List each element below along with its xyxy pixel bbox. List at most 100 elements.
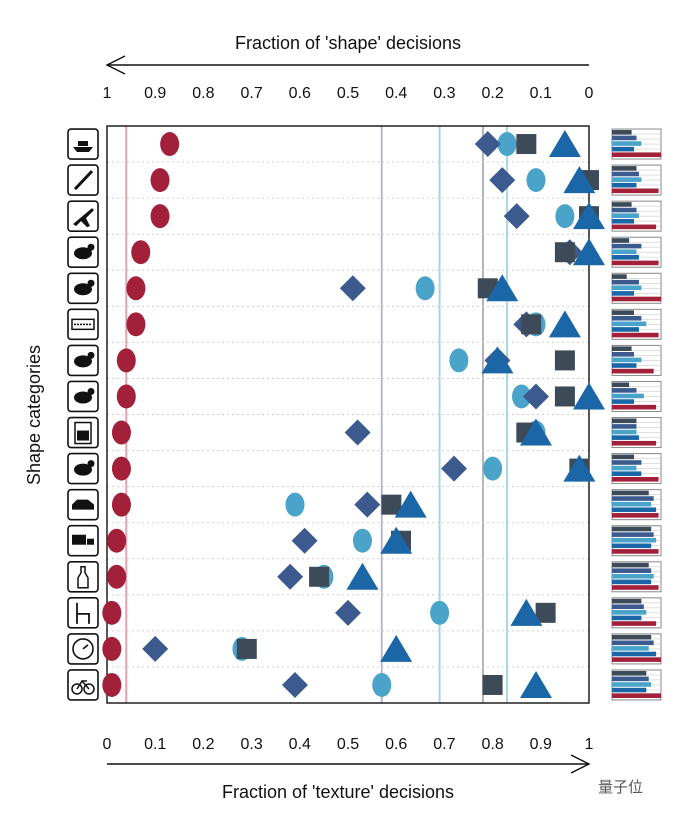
- mini-bar: [612, 352, 635, 357]
- bottom-tick-label: 1: [585, 736, 594, 753]
- bottom-tick-label: 0.8: [481, 736, 503, 753]
- point-ellipse-bicycle: [102, 672, 122, 697]
- mini-bar: [612, 513, 659, 518]
- point-diamond-airplane: [503, 203, 530, 230]
- mini-bar: [612, 224, 657, 230]
- mini-bar: [612, 296, 661, 302]
- y-axis-label: Shape categories: [24, 345, 44, 485]
- bottom-tick-label: 0: [103, 736, 112, 753]
- point-square-cat: [554, 350, 575, 371]
- point-square-boat: [516, 134, 537, 155]
- point-triangle-car: [394, 490, 427, 518]
- bottom-tick-label: 0.3: [240, 736, 262, 753]
- airplane-icon: [67, 200, 99, 232]
- mini-bar: [612, 490, 649, 496]
- point-ellipse-bear: [131, 240, 151, 265]
- bottom-tick-label: 0.7: [433, 736, 455, 753]
- point-triangle-elephant: [573, 382, 605, 410]
- mini-bar: [612, 471, 642, 476]
- mini-bar: [612, 166, 637, 171]
- mini-bar-chart-bird: [611, 453, 662, 485]
- top-tick-label: 0.4: [385, 85, 407, 102]
- knife-blade: [73, 170, 94, 191]
- point-square-bottle: [309, 566, 330, 587]
- point-triangle-bear: [573, 238, 605, 266]
- mini-bar: [612, 218, 635, 224]
- mini-bar: [612, 507, 657, 513]
- chair-icon-frame: [67, 597, 99, 629]
- mini-bar-charts: [611, 128, 662, 701]
- point-square-clock: [236, 638, 257, 659]
- mini-bar: [612, 213, 639, 218]
- point-ellipse-car: [111, 492, 131, 517]
- point-triangle-boat: [548, 130, 581, 158]
- oven-body: [74, 421, 92, 445]
- bird-head: [87, 460, 95, 468]
- point-triangle-oven: [519, 418, 552, 446]
- keyboard-body: [71, 318, 95, 331]
- elephant-head: [87, 387, 95, 395]
- point-triangle-bicycle: [519, 670, 552, 698]
- mini-bar: [612, 368, 654, 374]
- point-ellipse-oven: [111, 420, 131, 445]
- mini-bar: [612, 532, 654, 537]
- mini-bar: [612, 585, 659, 590]
- watermark-text: 量子位: [598, 778, 644, 796]
- mini-bar: [612, 496, 654, 501]
- mini-bar: [612, 687, 647, 693]
- mini-bar: [612, 424, 637, 429]
- mini-bar: [612, 476, 659, 482]
- point-ellipse-elephant: [116, 384, 136, 409]
- mini-bar: [612, 651, 657, 657]
- bottom-tick-label: 0.6: [385, 736, 407, 753]
- point-circle-cat: [449, 348, 469, 373]
- bottom-tick-label: 0.5: [337, 736, 359, 753]
- point-diamond-bicycle: [281, 671, 308, 698]
- point-triangle-truck: [380, 526, 413, 554]
- mini-bar: [612, 693, 661, 698]
- mini-bar-chart-oven: [611, 417, 662, 449]
- truck-box: [72, 534, 86, 545]
- boat-cabin: [78, 141, 88, 147]
- mini-bar: [612, 646, 649, 651]
- mini-bar: [612, 393, 644, 399]
- car-icon: [67, 488, 99, 521]
- bottom-tick-label: 0.4: [289, 736, 311, 753]
- bird-icon: [67, 452, 99, 485]
- mini-bar: [612, 454, 635, 460]
- point-ellipse-keyboard: [126, 312, 146, 337]
- airplane-shape: [73, 208, 94, 228]
- category-icons: [67, 128, 99, 701]
- bottom-tick-labels: 0 0.1 0.2 0.3 0.4 0.5 0.6 0.7 0.8 0.9 1: [103, 736, 594, 753]
- point-square-bear: [554, 242, 575, 263]
- bicycle-icon: [67, 669, 99, 701]
- point-triangle-dog: [486, 274, 519, 302]
- point-diamond-bird: [441, 455, 468, 482]
- bike-wheel-back: [71, 683, 83, 695]
- mini-bar: [612, 285, 642, 291]
- mini-bar: [612, 549, 659, 554]
- mini-bar: [612, 238, 630, 243]
- bottle-icon: [67, 560, 99, 593]
- top-tick-label: 0.6: [289, 85, 311, 102]
- mini-bar: [612, 621, 657, 626]
- mini-bar: [612, 363, 637, 368]
- point-triangle-clock: [380, 634, 413, 662]
- bicycle-icon-frame: [67, 669, 99, 701]
- top-axis-label: Fraction of 'shape' decisions: [235, 33, 461, 53]
- mini-bar: [612, 310, 635, 315]
- mini-bar: [612, 429, 637, 435]
- point-ellipse-clock: [102, 636, 122, 661]
- dog-head: [87, 279, 95, 287]
- mini-bar: [612, 388, 637, 393]
- point-triangle-chair: [510, 598, 543, 626]
- knife-icon: [67, 164, 99, 196]
- mini-bar-chart-clock: [611, 633, 662, 665]
- chair-icon: [67, 597, 99, 629]
- point-diamond-boat: [474, 131, 501, 158]
- data-points: [102, 130, 605, 698]
- truck-icon: [67, 524, 99, 557]
- point-diamond-dog: [339, 275, 366, 302]
- top-tick-label: 0.8: [192, 85, 214, 102]
- top-tick-label: 0.1: [530, 85, 552, 102]
